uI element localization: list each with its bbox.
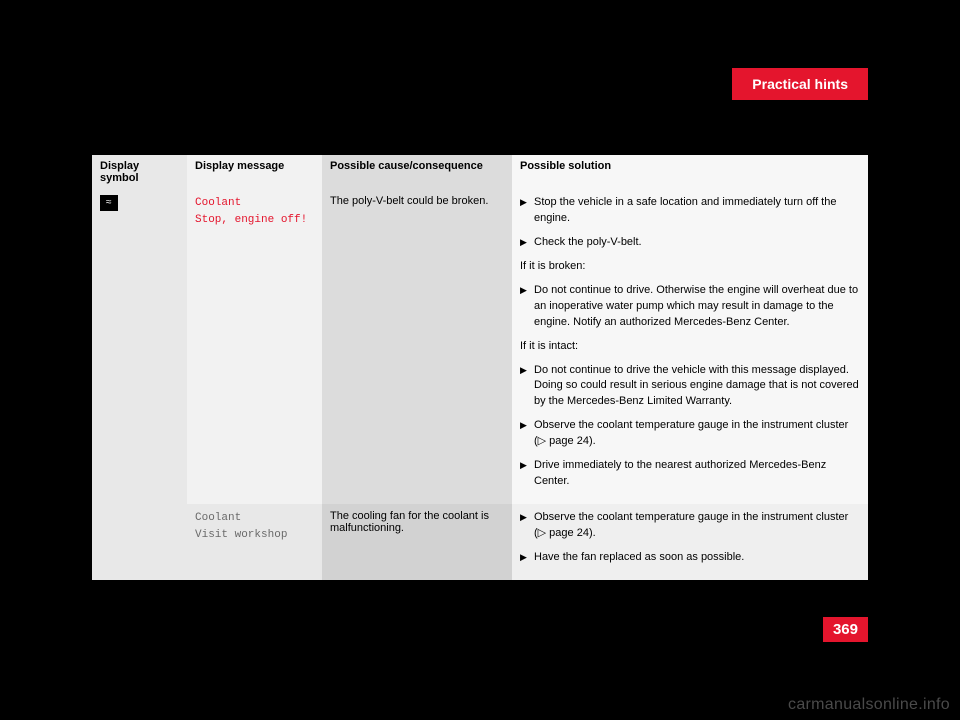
solution-bullet: ▶Do not continue to drive the vehicle wi…: [520, 363, 860, 411]
message-line: Coolant: [195, 195, 314, 212]
message-line: Coolant: [195, 510, 314, 527]
page-number: 369: [823, 617, 868, 642]
message-line: Visit workshop: [195, 527, 314, 544]
cell-cause: The poly-V-belt could be broken.: [322, 189, 512, 504]
col-header-solution: Possible solution: [512, 155, 868, 189]
solution-bullet: ▶Drive immediately to the nearest author…: [520, 458, 860, 490]
solution-bullet: ▶Have the fan replaced as soon as possib…: [520, 550, 860, 566]
cell-message: Coolant Visit workshop: [187, 504, 322, 580]
cell-solution: ▶Observe the coolant temperature gauge i…: [512, 504, 868, 580]
solution-text: If it is intact:: [520, 339, 860, 355]
table-row: ≈ Coolant Stop, engine off! The poly-V-b…: [92, 189, 868, 504]
cell-message: Coolant Stop, engine off!: [187, 189, 322, 504]
message-line: Stop, engine off!: [195, 212, 314, 229]
col-header-message: Display message: [187, 155, 322, 189]
watermark: carmanualsonline.info: [788, 696, 950, 714]
diagnostic-table: Display symbol Display message Possible …: [92, 155, 868, 580]
table-header-row: Display symbol Display message Possible …: [92, 155, 868, 189]
coolant-temp-icon: ≈: [100, 195, 118, 211]
solution-bullet: ▶Observe the coolant temperature gauge i…: [520, 418, 860, 450]
solution-text: If it is broken:: [520, 259, 860, 275]
solution-bullet: ▶Stop the vehicle in a safe location and…: [520, 195, 860, 227]
solution-bullet: ▶Do not continue to drive. Otherwise the…: [520, 283, 860, 331]
col-header-cause: Possible cause/consequence: [322, 155, 512, 189]
cell-symbol: ≈: [92, 189, 187, 580]
cell-solution: ▶Stop the vehicle in a safe location and…: [512, 189, 868, 504]
solution-bullet: ▶Check the poly-V-belt.: [520, 235, 860, 251]
col-header-symbol: Display symbol: [92, 155, 187, 189]
table-row: Coolant Visit workshop The cooling fan f…: [92, 504, 868, 580]
cell-cause: The cooling fan for the coolant is malfu…: [322, 504, 512, 580]
section-header: Practical hints: [732, 68, 868, 100]
solution-bullet: ▶Observe the coolant temperature gauge i…: [520, 510, 860, 542]
